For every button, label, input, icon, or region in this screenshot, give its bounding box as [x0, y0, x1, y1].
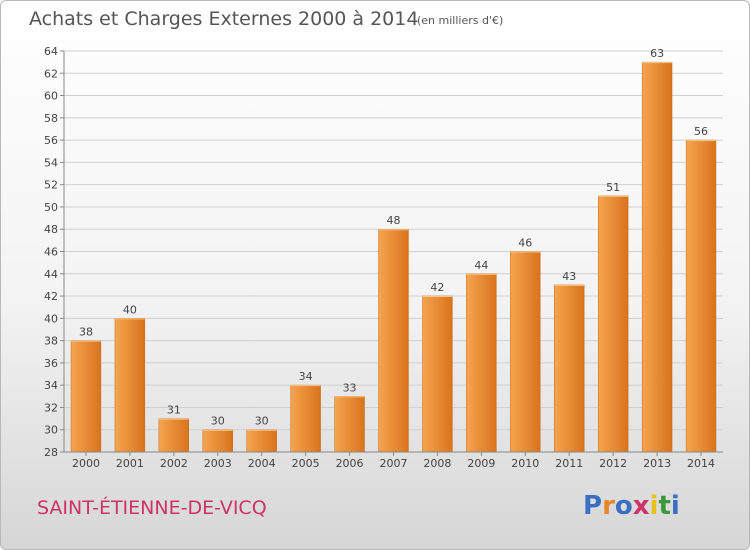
- data-label-2003: 30: [211, 415, 225, 428]
- y-tick-label: 40: [44, 312, 58, 325]
- bar-2000: [70, 340, 102, 453]
- logo-letter: r: [602, 491, 615, 521]
- y-tick-label: 44: [44, 268, 58, 281]
- y-tick-label: 34: [44, 379, 58, 392]
- bar-2004: [246, 429, 277, 453]
- data-label-2014: 56: [694, 125, 708, 138]
- logo-letter: i: [649, 491, 659, 521]
- y-tick-label: 58: [44, 112, 58, 125]
- data-label-2010: 46: [518, 237, 532, 250]
- x-tick-label: 2007: [380, 457, 408, 470]
- data-label-2005: 34: [299, 370, 313, 383]
- bar-2010: [510, 251, 541, 453]
- data-labels: 38 40 31 30 30 34 33 48 42 44 46 43 51 63 56: [79, 47, 708, 428]
- logo-letter: i: [670, 491, 680, 521]
- bar-2006: [334, 396, 365, 453]
- chart-unit: (en milliers d'€): [417, 14, 504, 27]
- x-tick-label: 2010: [511, 457, 539, 470]
- logo-letter: x: [632, 491, 650, 521]
- logo-letter: o: [614, 491, 633, 521]
- y-tick-label: 46: [44, 246, 58, 259]
- y-tick-label: 36: [44, 357, 58, 370]
- logo-letter: P: [583, 491, 603, 521]
- bar-2014: [685, 139, 717, 453]
- y-tick-label: 30: [44, 424, 58, 437]
- bar-2009: [466, 273, 497, 453]
- y-tick-label: 54: [44, 156, 58, 169]
- x-tick-label: 2005: [292, 457, 320, 470]
- data-label-2011: 43: [562, 270, 576, 283]
- proxiti-logo: Proxiti: [583, 491, 680, 521]
- data-label-2001: 40: [123, 303, 137, 316]
- y-tick-label: 52: [44, 179, 58, 192]
- data-label-2000: 38: [79, 326, 93, 339]
- y-tick-label: 48: [44, 223, 58, 236]
- data-label-2007: 48: [387, 214, 401, 227]
- y-tick-label: 50: [44, 201, 58, 214]
- data-label-2004: 30: [255, 415, 269, 428]
- x-tick-label: 2000: [72, 457, 100, 470]
- x-tick-label: 2003: [204, 457, 232, 470]
- bars: [70, 61, 717, 453]
- data-label-2013: 63: [650, 47, 664, 60]
- x-tick-label: 2006: [336, 457, 364, 470]
- y-tick-label: 28: [44, 446, 58, 459]
- y-tick-label: 56: [44, 134, 58, 147]
- y-tick-label: 32: [44, 401, 58, 414]
- x-tick-label: 2008: [423, 457, 451, 470]
- x-tick-label: 2013: [643, 457, 671, 470]
- x-tick-label: 2002: [160, 457, 188, 470]
- bar-2003: [202, 429, 233, 453]
- bar-2012: [597, 195, 629, 453]
- bar-2002: [158, 418, 190, 453]
- bar-2005: [290, 384, 321, 453]
- bar-2011: [554, 284, 585, 453]
- bar-2013: [641, 61, 673, 453]
- data-label-2009: 44: [474, 259, 488, 272]
- logo-letter: t: [658, 491, 671, 521]
- x-tick-label: 2012: [599, 457, 627, 470]
- axes: 28 30 32 34 36 38 40 42 44 46 48 50 52 54 56 58 60 62 64 20…: [44, 45, 723, 470]
- data-label-2002: 31: [167, 404, 181, 417]
- x-tick-label: 2011: [555, 457, 583, 470]
- y-tick-label: 38: [44, 335, 58, 348]
- data-label-2012: 51: [606, 181, 620, 194]
- bar-2008: [422, 295, 453, 453]
- data-label-2006: 33: [343, 381, 357, 394]
- y-tick-label: 42: [44, 290, 58, 303]
- commune-name: SAINT-ÉTIENNE-DE-VICQ: [37, 497, 267, 519]
- chart-title: Achats et Charges Externes 2000 à 2014: [29, 8, 419, 30]
- x-tick-label: 2001: [116, 457, 144, 470]
- y-tick-label: 64: [44, 45, 58, 58]
- bar-2001: [114, 318, 146, 453]
- bar-2007: [378, 228, 409, 453]
- x-tick-label: 2009: [467, 457, 495, 470]
- x-tick-label: 2014: [687, 457, 715, 470]
- y-tick-label: 62: [44, 67, 58, 80]
- data-label-2008: 42: [430, 281, 444, 294]
- x-tick-label: 2004: [248, 457, 276, 470]
- y-tick-label: 60: [44, 90, 58, 103]
